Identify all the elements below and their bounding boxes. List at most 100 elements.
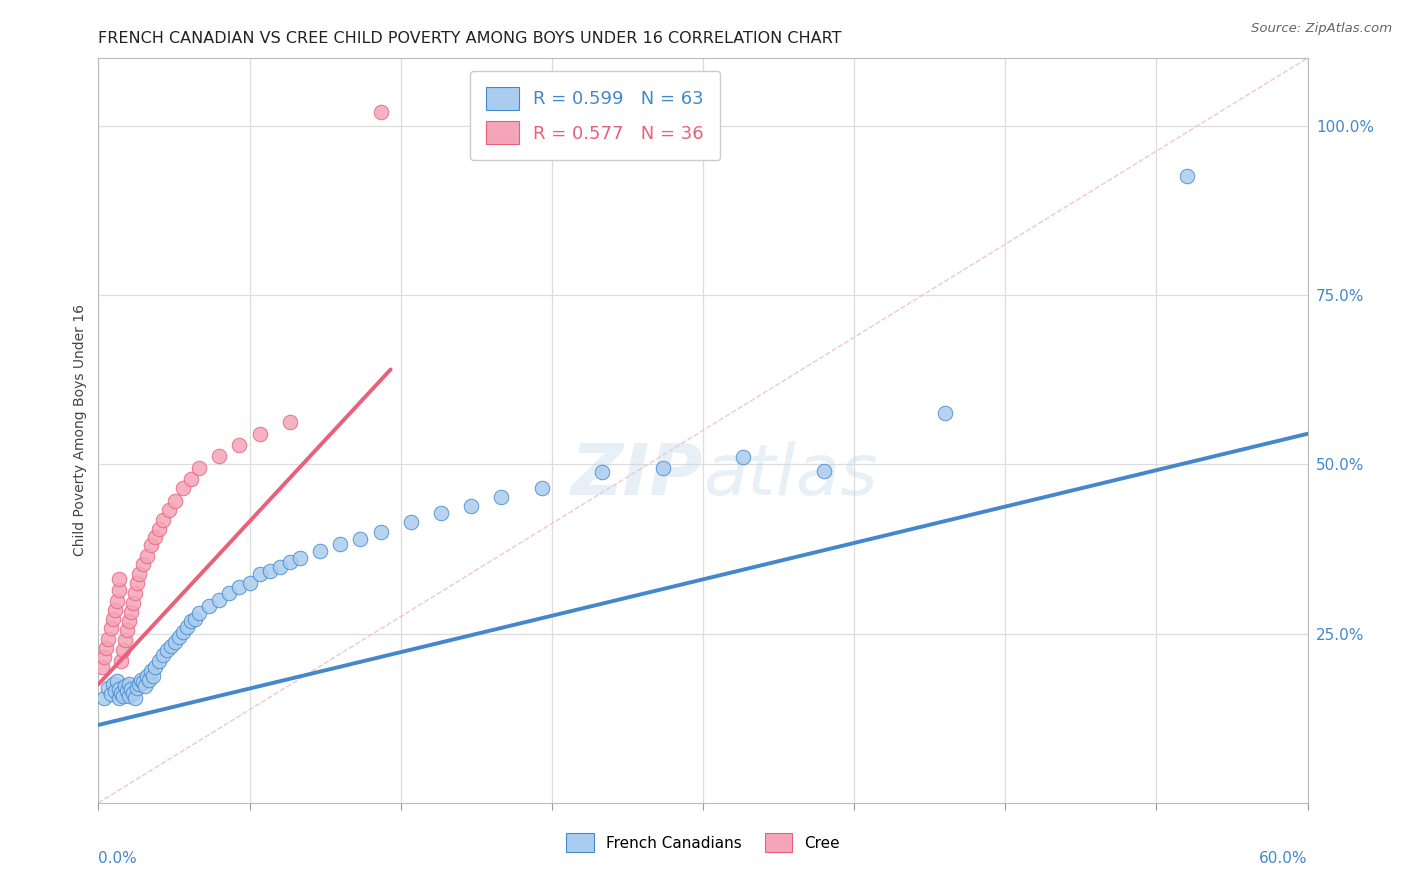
- Point: [651, 460, 673, 475]
- Point: [124, 690, 146, 705]
- Point: [139, 664, 162, 678]
- Point: [121, 686, 143, 700]
- Text: 60.0%: 60.0%: [1260, 851, 1308, 866]
- Point: [180, 615, 202, 629]
- Point: [132, 558, 155, 572]
- Point: [143, 660, 166, 674]
- Point: [309, 544, 332, 558]
- Point: [148, 522, 170, 536]
- Point: [107, 582, 129, 597]
- Point: [101, 612, 124, 626]
- Point: [208, 449, 231, 463]
- Legend: French Canadians, Cree: French Canadians, Cree: [560, 827, 846, 858]
- Point: [163, 494, 186, 508]
- Point: [124, 586, 146, 600]
- Point: [176, 620, 198, 634]
- Point: [107, 573, 129, 587]
- Point: [111, 643, 134, 657]
- Point: [733, 450, 755, 465]
- Point: [208, 592, 231, 607]
- Point: [97, 632, 120, 646]
- Point: [114, 679, 136, 693]
- Point: [167, 630, 190, 644]
- Point: [115, 623, 138, 637]
- Point: [135, 668, 157, 682]
- Point: [135, 549, 157, 563]
- Point: [148, 654, 170, 668]
- Point: [370, 524, 392, 539]
- Point: [460, 500, 482, 514]
- Point: [91, 660, 114, 674]
- Point: [934, 407, 956, 421]
- Text: ZIP: ZIP: [571, 441, 703, 509]
- Point: [530, 481, 553, 495]
- Point: [128, 677, 150, 691]
- Point: [121, 596, 143, 610]
- Text: 0.0%: 0.0%: [98, 851, 138, 866]
- Point: [110, 686, 132, 700]
- Point: [129, 673, 152, 687]
- Point: [118, 615, 141, 629]
- Point: [184, 612, 207, 626]
- Point: [329, 537, 352, 551]
- Point: [107, 690, 129, 705]
- Point: [120, 605, 142, 619]
- Point: [172, 625, 194, 640]
- Point: [180, 472, 202, 486]
- Point: [188, 460, 211, 475]
- Point: [259, 564, 281, 578]
- Point: [591, 466, 613, 480]
- Point: [218, 586, 240, 600]
- Point: [152, 513, 174, 527]
- Y-axis label: Child Poverty Among Boys Under 16: Child Poverty Among Boys Under 16: [73, 304, 87, 557]
- Point: [239, 575, 262, 590]
- Point: [105, 594, 128, 608]
- Point: [370, 105, 392, 120]
- Point: [142, 668, 165, 682]
- Point: [111, 689, 134, 703]
- Point: [114, 633, 136, 648]
- Point: [349, 532, 371, 546]
- Point: [93, 650, 115, 665]
- Point: [128, 566, 150, 581]
- Point: [101, 677, 124, 691]
- Text: atlas: atlas: [703, 441, 877, 509]
- Point: [249, 566, 271, 581]
- Point: [163, 634, 186, 648]
- Point: [152, 648, 174, 663]
- Point: [430, 506, 453, 520]
- Point: [103, 603, 125, 617]
- Point: [93, 690, 115, 705]
- Text: Source: ZipAtlas.com: Source: ZipAtlas.com: [1251, 22, 1392, 36]
- Point: [120, 681, 142, 696]
- Point: [278, 415, 301, 429]
- Point: [228, 581, 250, 595]
- Point: [118, 689, 141, 703]
- Point: [269, 560, 291, 574]
- Point: [103, 684, 125, 698]
- Point: [156, 643, 179, 657]
- Point: [157, 503, 180, 517]
- Point: [100, 688, 122, 702]
- Point: [278, 556, 301, 570]
- Text: FRENCH CANADIAN VS CREE CHILD POVERTY AMONG BOYS UNDER 16 CORRELATION CHART: FRENCH CANADIAN VS CREE CHILD POVERTY AM…: [98, 31, 842, 46]
- Point: [172, 481, 194, 495]
- Point: [97, 681, 120, 695]
- Point: [813, 464, 835, 478]
- Point: [143, 530, 166, 544]
- Point: [491, 490, 513, 504]
- Point: [1175, 169, 1198, 184]
- Point: [110, 654, 132, 668]
- Point: [118, 677, 141, 691]
- Point: [138, 673, 160, 687]
- Point: [288, 550, 311, 565]
- Point: [100, 621, 122, 635]
- Point: [132, 675, 155, 690]
- Point: [134, 679, 156, 693]
- Point: [96, 641, 118, 656]
- Point: [105, 673, 128, 688]
- Point: [115, 684, 138, 698]
- Point: [125, 681, 148, 695]
- Point: [249, 426, 271, 441]
- Point: [399, 515, 422, 529]
